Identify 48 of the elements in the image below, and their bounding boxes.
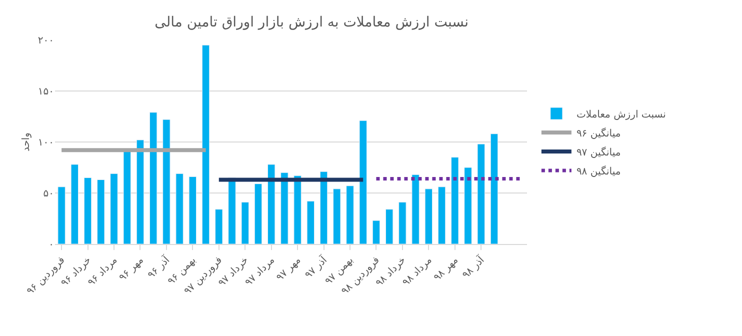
bar: [110, 173, 118, 244]
bar: [162, 119, 170, 244]
bar: [372, 220, 380, 244]
bar: [215, 209, 223, 244]
bar: [451, 157, 459, 244]
legend-label: میانگین ۹۶: [576, 127, 621, 140]
bar: [306, 200, 315, 244]
bar: [320, 171, 328, 244]
bar: [70, 164, 79, 244]
y-tick-label: ۰: [48, 240, 54, 250]
bar: [359, 120, 367, 244]
bar: [346, 186, 354, 244]
y-axis-title: واحد: [20, 132, 32, 152]
bar: [254, 184, 262, 244]
bar: [490, 134, 498, 244]
bar: [464, 167, 472, 244]
bar: [176, 173, 184, 244]
bar: [241, 202, 249, 244]
bar: [202, 44, 210, 244]
bar: [385, 209, 394, 244]
bar: [398, 202, 406, 244]
x-tick-label: مهر ۹۶: [117, 254, 146, 284]
x-tick-label: مهر ۹۸: [432, 254, 461, 284]
bar: [412, 174, 420, 244]
legend-label: میانگین ۹۷: [576, 146, 621, 158]
bar: [280, 172, 288, 244]
x-tick-label: آذر ۹۸: [459, 252, 488, 282]
legend-label: نسبت ارزش معاملات: [576, 109, 666, 120]
legend-label: میانگین ۹۸: [576, 165, 621, 178]
bar: [424, 188, 433, 244]
bar: [149, 112, 158, 244]
bar: [136, 140, 144, 244]
bar: [58, 186, 66, 244]
bar: [188, 176, 197, 244]
y-tick-label: ۱۰۰: [38, 138, 54, 148]
y-tick-label: ۲۰۰: [38, 36, 54, 46]
bar: [123, 150, 131, 244]
x-tick-label: مهر ۹۷: [274, 254, 304, 284]
bar: [477, 144, 485, 244]
y-tick-label: ۵۰: [43, 188, 54, 200]
bar: [294, 175, 302, 244]
bar: [333, 188, 341, 244]
bar: [84, 177, 92, 244]
bar: [267, 164, 276, 244]
chart-title: نسبت ارزش معاملات به ارزش بازار اوراق تامین مالی: [154, 14, 469, 31]
bar: [97, 179, 105, 244]
bar: [438, 186, 446, 244]
y-tick-label: ۱۵۰: [38, 86, 54, 98]
